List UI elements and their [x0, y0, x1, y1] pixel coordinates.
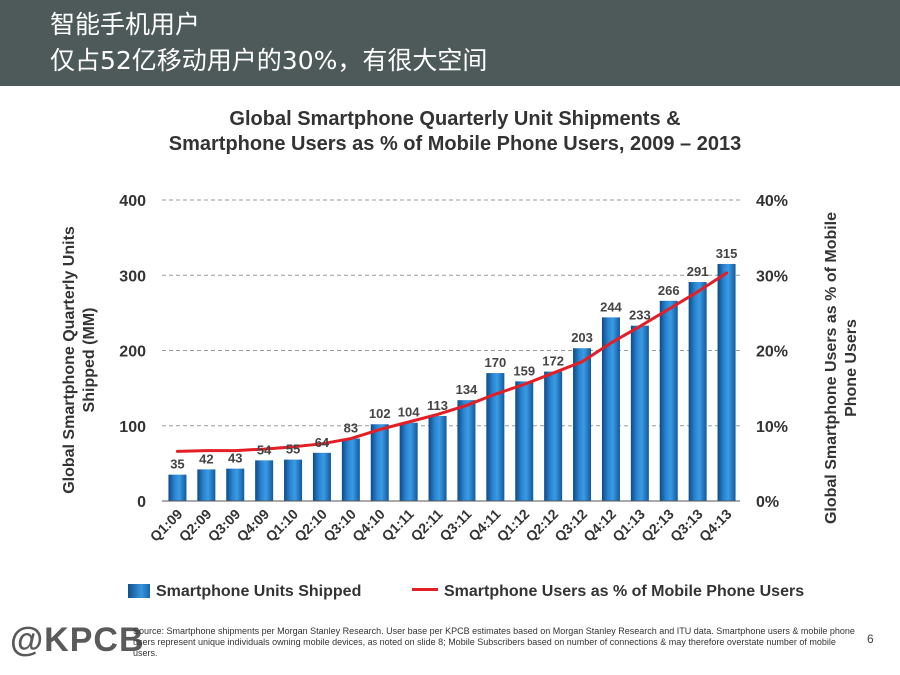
source-note: Source: Smartphone shipments per Morgan …	[133, 626, 855, 658]
bar	[284, 459, 303, 501]
y2-tick-label: 10%	[756, 419, 788, 436]
bar	[226, 468, 245, 501]
x-tick-label: Q2:11	[407, 506, 445, 544]
legend-line-swatch	[412, 588, 438, 591]
x-tick-label: Q1:11	[378, 506, 416, 544]
bar	[515, 381, 534, 501]
bar-value-label: 102	[369, 406, 391, 421]
legend-item-bars: Smartphone Units Shipped	[128, 583, 361, 605]
bar-value-label: 172	[542, 354, 564, 369]
y-axis-title: Global Smartphone Quarterly Units Shipped…	[61, 226, 98, 494]
x-tick-label: Q4:10	[349, 506, 388, 545]
y2-tick-label: 30%	[756, 268, 788, 285]
bar	[399, 422, 418, 501]
y2-axis-title: Global Smartphone Users as % of Mobile Ph…	[823, 212, 860, 524]
bar	[168, 474, 187, 501]
y2-tick-label: 20%	[756, 344, 788, 361]
slide-header: 智能手机用户 仅占52亿移动用户的30%，有很大空间	[0, 0, 900, 86]
bar-value-label: 104	[398, 405, 420, 420]
y-tick-label: 300	[119, 268, 146, 285]
bar-value-label: 244	[600, 299, 622, 314]
bar-value-label: 233	[629, 308, 651, 323]
bar	[341, 438, 360, 501]
bar	[370, 424, 389, 501]
bar	[457, 400, 476, 501]
bar	[312, 452, 331, 501]
legend-item-line: Smartphone Users as % of Mobile Phone Us…	[412, 583, 804, 605]
bar	[197, 469, 216, 501]
y2-tick-label: 0%	[756, 494, 779, 511]
y-tick-label: 0	[137, 494, 146, 511]
legend-bar-label: Smartphone Units Shipped	[156, 583, 362, 600]
bar-value-label: 159	[513, 363, 535, 378]
legend-line-label: Smartphone Users as % of Mobile Phone Us…	[444, 583, 805, 600]
y2-tick-label: 40%	[756, 193, 788, 210]
header-title-line2: 仅占52亿移动用户的30%，有很大空间	[50, 46, 488, 75]
header-title-line1: 智能手机用户	[50, 10, 201, 39]
chart-title-line1: Global Smartphone Quarterly Unit Shipmen…	[229, 108, 681, 130]
bar-value-label: 55	[286, 442, 300, 457]
bar	[688, 282, 707, 501]
bar	[255, 460, 274, 501]
bar-value-label: 83	[344, 421, 358, 436]
page-number: 6	[867, 632, 874, 646]
bar-value-label: 266	[658, 283, 680, 298]
bar-value-label: 170	[484, 355, 506, 370]
legend-bar-swatch	[128, 584, 150, 598]
bar-value-label: 42	[199, 451, 213, 466]
bar	[659, 300, 678, 501]
bar	[486, 373, 505, 501]
x-tick-label: Q3:11	[436, 506, 474, 544]
bar-value-label: 54	[257, 442, 272, 457]
bar-value-label: 64	[315, 435, 330, 450]
bar	[428, 415, 447, 501]
y-tick-label: 400	[119, 193, 146, 210]
bar	[601, 317, 620, 501]
x-tick-label: Q4:13	[696, 506, 735, 545]
bar-value-label: 113	[427, 398, 448, 413]
bar	[573, 348, 592, 501]
bar-value-label: 203	[571, 330, 593, 345]
y-tick-label: 100	[119, 419, 146, 436]
bar-value-label: 43	[228, 451, 242, 466]
bar	[544, 371, 563, 501]
bar-value-label: 134	[456, 382, 478, 397]
bar-value-label: 35	[170, 457, 184, 472]
kpcb-logo: @KPCB	[10, 621, 145, 659]
bar-value-label: 315	[716, 246, 738, 261]
series-line-users-pct	[175, 271, 729, 453]
y-tick-label: 200	[119, 344, 146, 361]
bar	[717, 263, 736, 501]
chart-title-line2: Smartphone Users as % of Mobile Phone Us…	[168, 133, 742, 155]
bar-value-label: 291	[687, 264, 709, 279]
bar	[630, 325, 649, 501]
